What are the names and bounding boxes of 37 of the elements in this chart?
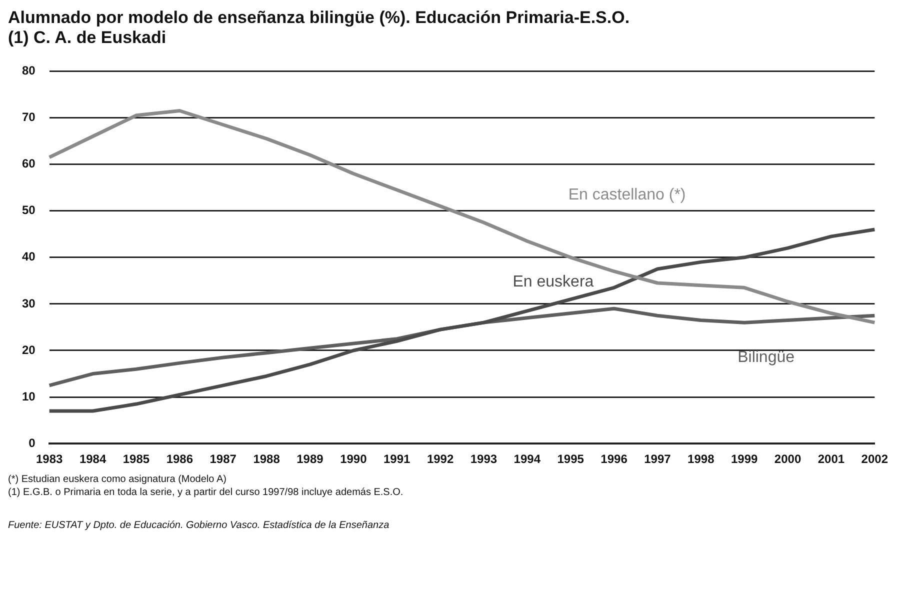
x-tick-label: 1983 xyxy=(36,452,64,466)
x-tick-label: 1988 xyxy=(253,452,280,466)
x-tick-label: 2000 xyxy=(774,452,802,466)
y-tick-label: 20 xyxy=(22,342,36,357)
x-tick-label: 1997 xyxy=(644,452,672,466)
x-tick-label: 1990 xyxy=(340,452,368,466)
chart-title: Alumnado por modelo de enseñanza bilingüe (%). Educación Primaria-E.S.O. xyxy=(8,8,631,28)
x-tick-label: 1986 xyxy=(166,452,194,466)
x-tick-label: 1995 xyxy=(557,452,584,466)
x-tick-label: 1996 xyxy=(600,452,628,466)
y-tick-label: 60 xyxy=(22,156,36,171)
text: En castellano (*) xyxy=(568,186,686,204)
x-tick-label: 1991 xyxy=(383,452,411,466)
y-tick-label: 40 xyxy=(22,250,36,264)
x-tick-label: 1989 xyxy=(296,452,324,466)
series-label: Bilingüe xyxy=(738,348,795,366)
x-tick-label: 1999 xyxy=(730,452,758,466)
text: (*) Estudian euskera como asignatura (Modelo A) xyxy=(8,474,228,485)
x-tick-label: 2002 xyxy=(861,452,888,466)
y-tick-label: 0 xyxy=(28,436,36,450)
x-tick-label: 1994 xyxy=(514,452,541,466)
y-tick-label: 80 xyxy=(22,64,36,78)
x-tick-label: 1998 xyxy=(688,452,715,466)
chart-subtitle: (1) C. A. de Euskadi xyxy=(8,28,168,48)
x-tick-label: 2001 xyxy=(818,452,845,466)
x-tick-label: 1993 xyxy=(470,452,498,466)
x-tick-label: 1984 xyxy=(79,452,106,466)
x-tick-label: 1987 xyxy=(210,452,237,466)
x-tick-label: 1985 xyxy=(122,452,150,466)
x-tick-label: 1992 xyxy=(426,452,454,466)
series-label: En euskera xyxy=(512,273,594,290)
source-note: Fuente: EUSTAT y Dpto. de Educación. Gobierno Vasco. Estadística de la Enseñanza xyxy=(8,520,390,531)
y-tick-label: 30 xyxy=(22,296,36,310)
text: (1) E.G.B. o Primaria en toda la serie, y a partir del curso 1997/98 incluye además E.S.O. xyxy=(8,487,404,498)
y-tick-label: 50 xyxy=(22,203,36,218)
y-tick-label: 70 xyxy=(22,110,36,124)
y-tick-label: 10 xyxy=(22,389,36,404)
